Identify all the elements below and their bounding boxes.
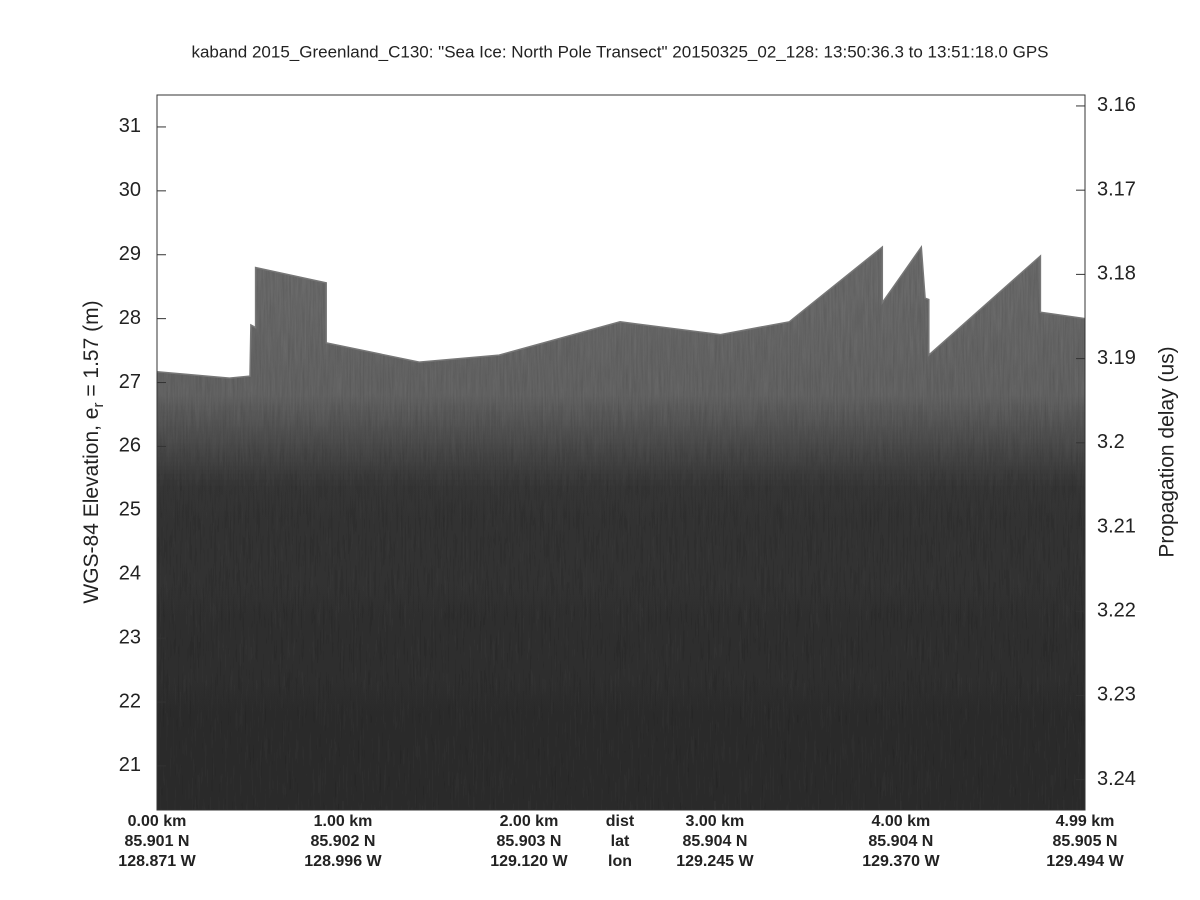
lat-label: 85.901 N [125, 833, 190, 850]
lat-label: 85.902 N [311, 833, 376, 850]
y-tick-label: 23 [119, 626, 141, 648]
x-tick-label: 2.00 km [500, 813, 559, 830]
y-tick-label: 29 [119, 243, 141, 265]
y2-tick-label: 3.22 [1097, 600, 1136, 622]
y2-tick-label: 3.24 [1097, 768, 1136, 790]
lon-label: 129.494 W [1046, 853, 1124, 870]
y-axis-label-part: WGS-84 Elevation, e [80, 408, 103, 604]
y2-tick-label: 3.18 [1097, 263, 1136, 285]
y-tick-label: 27 [119, 371, 141, 393]
lat-label: 85.905 N [1053, 833, 1118, 850]
y-tick-label: 26 [119, 435, 141, 457]
y-tick-label: 31 [119, 115, 141, 137]
x-tick-label: 4.99 km [1056, 813, 1115, 830]
y-tick-label: 24 [119, 563, 141, 585]
y-tick-label: 25 [119, 499, 141, 521]
y-tick-label: 22 [119, 690, 141, 712]
y2-tick-label: 3.19 [1097, 347, 1136, 369]
lon-label: 128.871 W [118, 853, 196, 870]
echogram-image [157, 247, 1085, 810]
x-tick-label: 3.00 km [686, 813, 745, 830]
y2-tick-label: 3.21 [1097, 515, 1136, 537]
x-tick-label: 0.00 km [128, 813, 187, 830]
row-title: dist [606, 813, 635, 830]
lon-label: 129.370 W [862, 853, 940, 870]
surface-line [156, 244, 1086, 379]
y2-tick-label: 3.23 [1097, 684, 1136, 706]
y-tick-label: 21 [119, 754, 141, 776]
y2-tick-label: 3.17 [1097, 178, 1136, 200]
lat-label: 85.904 N [682, 833, 747, 850]
y-axis-label-part: = 1.57 (m) [80, 300, 103, 402]
lat-label: 85.904 N [868, 833, 933, 850]
row-title: lon [608, 853, 632, 870]
chart-title: kaband 2015_Greenland_C130: "Sea Ice: No… [191, 42, 1048, 61]
lat-label: 85.903 N [496, 833, 561, 850]
x-tick-label: 4.00 km [872, 813, 931, 830]
y-axis-label-subscript: r [90, 403, 107, 408]
y-axis-label: WGS-84 Elevation, er = 1.57 (m) [80, 300, 107, 603]
y2-tick-label: 3.2 [1097, 431, 1125, 453]
y2-axis-label: Propagation delay (us) [1156, 346, 1179, 557]
plot-frame [156, 94, 1086, 811]
row-title: lat [611, 833, 630, 850]
y2-tick-label: 3.16 [1097, 94, 1136, 116]
lon-label: 128.996 W [304, 853, 382, 870]
lon-label: 129.245 W [676, 853, 754, 870]
lon-label: 129.120 W [490, 853, 568, 870]
y-tick-label: 28 [119, 307, 141, 329]
x-tick-label: 1.00 km [314, 813, 373, 830]
y-tick-label: 30 [119, 179, 141, 201]
